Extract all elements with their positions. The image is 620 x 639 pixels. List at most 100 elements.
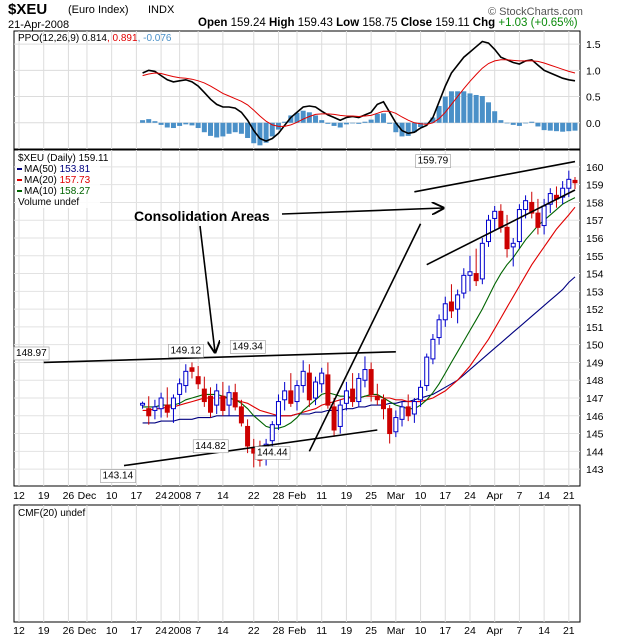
high-value: 159.43 (297, 17, 333, 29)
ppo-histogram-bar (455, 91, 461, 123)
ppo-histogram-bar (263, 122, 269, 143)
cmf-x-tick-label: 17 (131, 625, 143, 637)
price-candle-body (411, 401, 417, 415)
ppo-histogram-bar (177, 122, 183, 126)
ppo-histogram-bar (442, 96, 448, 123)
ppo-histogram-bar (547, 122, 553, 131)
price-x-tick-label: 10 (415, 490, 427, 502)
price-candle-body (362, 369, 368, 381)
price-annotation-box (415, 154, 451, 168)
price-x-tick-label: 17 (439, 490, 451, 502)
ppo-histogram-bar (393, 122, 399, 133)
ppo-histogram-bar (337, 122, 343, 128)
price-y-tick-label: 158 (586, 197, 604, 209)
ppo-histogram-bar (405, 122, 411, 136)
cmf-x-tick-label: 7 (195, 625, 201, 637)
price-candle-body (183, 370, 189, 387)
price-annotation-box (192, 439, 229, 454)
cmf-x-tick-label: Apr (487, 625, 504, 637)
cmf-x-tick-label: 10 (415, 625, 427, 637)
ppo-signal-line (142, 59, 576, 127)
price-x-tick-label: 19 (38, 490, 50, 502)
ppo-histogram-bar (140, 120, 146, 123)
cmf-x-tick-label: 28 (273, 625, 285, 637)
price-candle-body (399, 406, 405, 420)
cmf-x-tick-label: 12 (13, 625, 25, 637)
price-legend-entry: MA(20) 157.73 (24, 175, 91, 186)
price-y-tick-label: 156 (586, 233, 604, 245)
price-x-tick-label: 21 (563, 490, 575, 502)
trendline (414, 160, 576, 193)
open-value: 159.24 (230, 17, 266, 29)
ppo-histogram-bar (368, 119, 374, 123)
ppo-legend-entry: PPO(12,26,9) 0.814, 0.891, -0.076 (18, 33, 172, 44)
cmf-x-tick-label: 19 (341, 625, 353, 637)
ppo-histogram-bar (214, 122, 220, 138)
price-candle-body (226, 392, 232, 406)
price-candle-body (343, 390, 349, 404)
price-candle-body (566, 178, 572, 189)
price-candle-body (300, 370, 306, 387)
price-candle-body (220, 395, 226, 411)
price-candle-body (238, 406, 244, 424)
ppo-panel: 1.5 1.0 0.5 0.0 PPO(12,26,9) 0.814, 0.891, -… (13, 30, 601, 150)
price-candle-body (294, 385, 300, 403)
price-x-tick-label: Mar (387, 490, 406, 502)
price-annotation-box (100, 469, 136, 483)
ppo-histogram-bar (374, 113, 380, 123)
price-candle-body (442, 303, 448, 321)
ppo-histogram-bar (251, 122, 257, 144)
ppo-histogram-bar (418, 122, 424, 127)
price-candle-body (189, 367, 195, 372)
price-candle-body (535, 212, 541, 228)
ppo-histogram-bar (245, 122, 251, 138)
price-y-tick-label: 160 (586, 162, 604, 174)
price-y-tick-label: 148 (586, 375, 604, 387)
ppo-histogram-bar (220, 122, 226, 137)
ppo-histogram-bar (461, 91, 467, 123)
quote-summary: Open 159.24 High 159.43 Low 158.75 Close… (198, 17, 578, 29)
ppo-histogram-bar (362, 121, 368, 123)
ppo-histogram-bar (529, 121, 535, 123)
close-label: Close (400, 17, 433, 29)
high-label: High (268, 17, 295, 29)
price-annotation: 159.79 (418, 156, 449, 167)
price-x-tick-label: 22 (248, 490, 260, 502)
price-candle-body (516, 209, 522, 243)
ppo-histogram-bar (467, 93, 473, 123)
price-candle-body (245, 425, 251, 447)
price-y-tick-label: 151 (586, 322, 604, 334)
cmf-x-tick-label: 14 (538, 625, 550, 637)
ppo-histogram-bar (319, 120, 325, 123)
ppo-histogram-bar (146, 119, 152, 123)
price-candle-body (325, 374, 331, 406)
price-candle-body (380, 399, 386, 410)
cmf-x-tick-label: 10 (106, 625, 118, 637)
ppo-histogram-bar (430, 117, 436, 123)
cmf-x-tick-label: 24 (464, 625, 476, 637)
price-x-tick-label: 10 (106, 490, 118, 502)
ppo-histogram-bar (288, 115, 294, 123)
price-x-tick-label: 2008 (168, 490, 192, 502)
price-y-tick-label: 159 (586, 180, 604, 192)
price-annotation-box (168, 344, 204, 358)
price-y-tick-label: 152 (586, 304, 604, 316)
price-candle-body (541, 205, 547, 227)
quote-date: 21-Apr-2008 (8, 19, 70, 31)
ppo-histogram-bar (325, 122, 331, 124)
ppo-histogram-bar (282, 121, 288, 123)
ppo-histogram-bar (486, 102, 492, 123)
price-x-tick-label: Apr (487, 490, 504, 502)
price-x-tick-label: 7 (195, 490, 201, 502)
trendline (43, 350, 396, 364)
cmf-x-tick-label: 19 (38, 625, 50, 637)
price-candle-body (405, 406, 411, 417)
price-x-tick-label: 24 (464, 490, 476, 502)
ppo-histogram-bar (226, 122, 232, 134)
price-candle-body (393, 417, 399, 433)
cmf-x-tick-label: 22 (248, 625, 260, 637)
price-x-tick-label: 25 (365, 490, 377, 502)
price-candle-body (448, 301, 454, 312)
ppo-histogram-bar (201, 122, 207, 133)
